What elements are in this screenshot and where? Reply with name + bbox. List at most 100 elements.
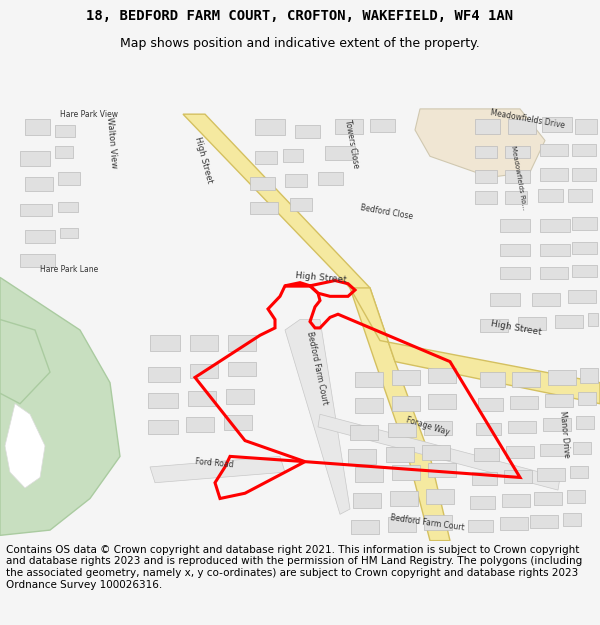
FancyBboxPatch shape xyxy=(55,146,73,158)
FancyBboxPatch shape xyxy=(350,425,378,439)
FancyBboxPatch shape xyxy=(476,422,501,436)
FancyBboxPatch shape xyxy=(325,146,355,161)
FancyBboxPatch shape xyxy=(285,174,307,187)
FancyBboxPatch shape xyxy=(148,393,178,408)
FancyBboxPatch shape xyxy=(228,335,256,351)
FancyBboxPatch shape xyxy=(500,518,528,530)
FancyBboxPatch shape xyxy=(335,119,363,134)
FancyBboxPatch shape xyxy=(505,191,527,204)
Text: Bedford Farm Court: Bedford Farm Court xyxy=(390,512,465,532)
FancyBboxPatch shape xyxy=(186,418,214,432)
FancyBboxPatch shape xyxy=(567,490,585,502)
Text: Ford Road: Ford Road xyxy=(195,457,234,469)
FancyBboxPatch shape xyxy=(25,119,50,135)
FancyBboxPatch shape xyxy=(20,204,52,216)
FancyBboxPatch shape xyxy=(540,144,568,156)
Text: Towers Close: Towers Close xyxy=(343,119,361,169)
Text: Manor Drive: Manor Drive xyxy=(558,411,571,458)
FancyBboxPatch shape xyxy=(390,491,418,506)
FancyBboxPatch shape xyxy=(295,125,320,138)
FancyBboxPatch shape xyxy=(500,244,530,256)
FancyBboxPatch shape xyxy=(572,144,596,156)
FancyBboxPatch shape xyxy=(576,416,594,429)
FancyBboxPatch shape xyxy=(388,422,416,437)
Text: Map shows position and indicative extent of the property.: Map shows position and indicative extent… xyxy=(120,38,480,51)
Text: High Street: High Street xyxy=(490,319,542,338)
FancyBboxPatch shape xyxy=(426,489,454,504)
Text: High Street: High Street xyxy=(193,136,214,184)
FancyBboxPatch shape xyxy=(502,494,530,507)
FancyBboxPatch shape xyxy=(505,170,530,182)
FancyBboxPatch shape xyxy=(25,177,53,191)
FancyBboxPatch shape xyxy=(424,516,452,530)
FancyBboxPatch shape xyxy=(505,146,530,158)
Polygon shape xyxy=(0,319,50,404)
FancyBboxPatch shape xyxy=(490,293,520,306)
FancyBboxPatch shape xyxy=(500,219,530,232)
FancyBboxPatch shape xyxy=(148,419,178,434)
FancyBboxPatch shape xyxy=(588,313,598,326)
FancyBboxPatch shape xyxy=(568,189,592,201)
FancyBboxPatch shape xyxy=(428,368,456,382)
FancyBboxPatch shape xyxy=(572,265,597,278)
Text: Contains OS data © Crown copyright and database right 2021. This information is : Contains OS data © Crown copyright and d… xyxy=(6,545,582,589)
Text: Bedford Close: Bedford Close xyxy=(360,203,414,221)
FancyBboxPatch shape xyxy=(563,513,581,526)
FancyBboxPatch shape xyxy=(25,230,55,242)
FancyBboxPatch shape xyxy=(20,151,50,166)
FancyBboxPatch shape xyxy=(468,519,493,532)
FancyBboxPatch shape xyxy=(555,315,583,328)
FancyBboxPatch shape xyxy=(355,467,383,482)
FancyBboxPatch shape xyxy=(506,446,534,459)
FancyBboxPatch shape xyxy=(250,177,275,190)
FancyBboxPatch shape xyxy=(572,168,596,181)
FancyBboxPatch shape xyxy=(540,219,570,232)
FancyBboxPatch shape xyxy=(545,394,573,407)
FancyBboxPatch shape xyxy=(575,119,597,134)
Text: Hare Park Lane: Hare Park Lane xyxy=(40,265,98,274)
Polygon shape xyxy=(183,114,450,541)
FancyBboxPatch shape xyxy=(540,444,568,456)
FancyBboxPatch shape xyxy=(150,335,180,351)
FancyBboxPatch shape xyxy=(540,244,570,256)
FancyBboxPatch shape xyxy=(392,370,420,385)
Polygon shape xyxy=(285,319,350,514)
FancyBboxPatch shape xyxy=(428,462,456,478)
FancyBboxPatch shape xyxy=(568,290,596,302)
FancyBboxPatch shape xyxy=(148,367,180,382)
FancyBboxPatch shape xyxy=(510,396,538,409)
FancyBboxPatch shape xyxy=(530,516,558,528)
Polygon shape xyxy=(318,414,560,490)
FancyBboxPatch shape xyxy=(580,368,598,382)
FancyBboxPatch shape xyxy=(475,146,497,158)
FancyBboxPatch shape xyxy=(475,119,500,134)
FancyBboxPatch shape xyxy=(475,191,497,204)
FancyBboxPatch shape xyxy=(58,172,80,185)
FancyBboxPatch shape xyxy=(370,119,395,132)
FancyBboxPatch shape xyxy=(480,372,505,387)
FancyBboxPatch shape xyxy=(355,372,383,387)
FancyBboxPatch shape xyxy=(55,125,75,138)
Polygon shape xyxy=(350,288,600,404)
FancyBboxPatch shape xyxy=(392,465,420,479)
FancyBboxPatch shape xyxy=(540,168,568,181)
FancyBboxPatch shape xyxy=(504,470,532,482)
FancyBboxPatch shape xyxy=(58,201,78,212)
FancyBboxPatch shape xyxy=(573,442,591,454)
Polygon shape xyxy=(415,109,545,177)
FancyBboxPatch shape xyxy=(500,267,530,279)
FancyBboxPatch shape xyxy=(60,228,78,238)
FancyBboxPatch shape xyxy=(570,466,588,479)
FancyBboxPatch shape xyxy=(480,319,508,332)
FancyBboxPatch shape xyxy=(224,416,252,430)
FancyBboxPatch shape xyxy=(422,445,450,459)
Text: Hare Park View: Hare Park View xyxy=(60,111,118,119)
FancyBboxPatch shape xyxy=(537,468,565,481)
FancyBboxPatch shape xyxy=(290,198,312,211)
Polygon shape xyxy=(5,404,45,488)
FancyBboxPatch shape xyxy=(518,318,546,330)
FancyBboxPatch shape xyxy=(392,396,420,411)
FancyBboxPatch shape xyxy=(190,364,218,379)
Text: Bedford Farm Court: Bedford Farm Court xyxy=(305,331,329,406)
FancyBboxPatch shape xyxy=(226,389,254,404)
